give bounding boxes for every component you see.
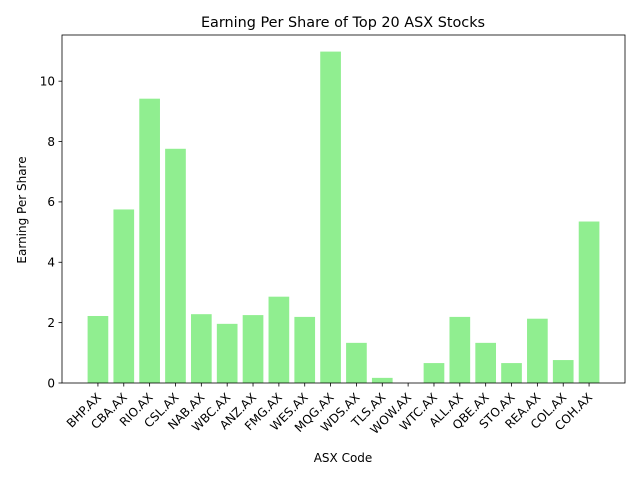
bar-nab-ax xyxy=(190,314,212,383)
bar-wbc-ax xyxy=(216,323,238,383)
y-tick-label: 10 xyxy=(40,74,55,88)
chart-title: Earning Per Share of Top 20 ASX Stocks xyxy=(201,15,485,31)
y-tick-label: 0 xyxy=(47,376,55,390)
y-tick-label: 8 xyxy=(47,135,55,149)
y-tick-label: 2 xyxy=(47,316,55,330)
bar-qbe-ax xyxy=(475,342,497,383)
bar-bhp-ax xyxy=(87,315,109,383)
y-tick-label: 4 xyxy=(47,256,55,270)
bar-csl-ax xyxy=(165,148,186,383)
bar-coh-ax xyxy=(578,221,600,383)
bar-sto-ax xyxy=(501,363,522,383)
bar-anz-ax xyxy=(242,315,264,383)
bar-col-ax xyxy=(552,360,574,383)
bar-wes-ax xyxy=(294,316,316,383)
y-tick-label: 6 xyxy=(47,195,55,209)
bar-all-ax xyxy=(449,316,471,383)
x-axis-label: ASX Code xyxy=(314,451,373,465)
y-axis-label: Earning Per Share xyxy=(15,156,29,263)
bar-rea-ax xyxy=(527,318,548,383)
bars-layer xyxy=(87,51,600,384)
plot-frame xyxy=(61,34,626,384)
bar-mqg-ax xyxy=(320,51,341,384)
x-axis: BHP.AXCBA.AXRIO.AXCSL.AXNAB.AXWBC.AXANZ.… xyxy=(64,383,595,437)
bar-tls-ax xyxy=(371,377,393,383)
bar-rio-ax xyxy=(139,98,160,384)
y-axis: 0 2 4 6 8 10 xyxy=(40,74,62,390)
bar-wtc-ax xyxy=(423,363,445,383)
bar-cba-ax xyxy=(113,209,135,383)
bar-wds-ax xyxy=(346,342,367,383)
bar-fmg-ax xyxy=(268,296,290,383)
